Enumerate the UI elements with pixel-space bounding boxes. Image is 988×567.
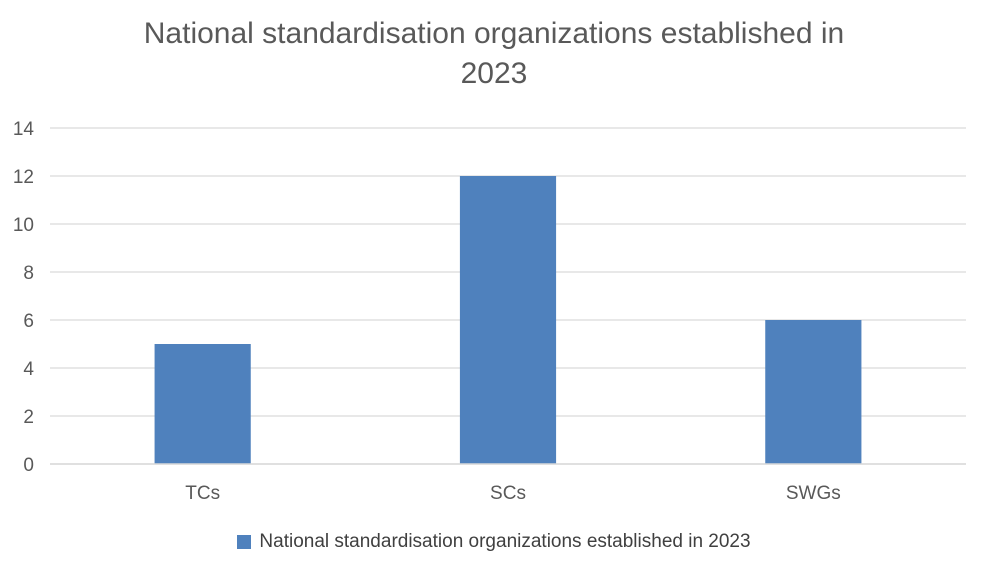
y-tick-label: 6 bbox=[23, 311, 34, 332]
bar bbox=[154, 344, 251, 464]
y-tick-label: 10 bbox=[13, 215, 34, 236]
chart-legend: National standardisation organizations e… bbox=[0, 531, 988, 553]
x-tick-label: SCs bbox=[490, 483, 526, 504]
x-tick-label: TCs bbox=[185, 483, 220, 504]
x-tick-label: SWGs bbox=[786, 483, 841, 504]
y-tick-label: 14 bbox=[13, 119, 35, 140]
y-tick-label: 12 bbox=[13, 167, 34, 188]
bar bbox=[459, 176, 557, 464]
y-tick-label: 0 bbox=[23, 455, 34, 476]
legend-swatch bbox=[237, 535, 252, 549]
y-tick-label: 2 bbox=[23, 407, 34, 428]
y-tick-label: 8 bbox=[23, 263, 34, 284]
y-tick-label: 4 bbox=[23, 359, 34, 380]
chart-title-line-1: National standardisation organizations e… bbox=[143, 17, 845, 50]
chart-title-line-2: 2023 bbox=[460, 57, 528, 90]
bar bbox=[765, 320, 862, 464]
chart-title: National standardisation organizations e… bbox=[0, 14, 988, 94]
legend-label: National standardisation organizations e… bbox=[259, 531, 751, 552]
